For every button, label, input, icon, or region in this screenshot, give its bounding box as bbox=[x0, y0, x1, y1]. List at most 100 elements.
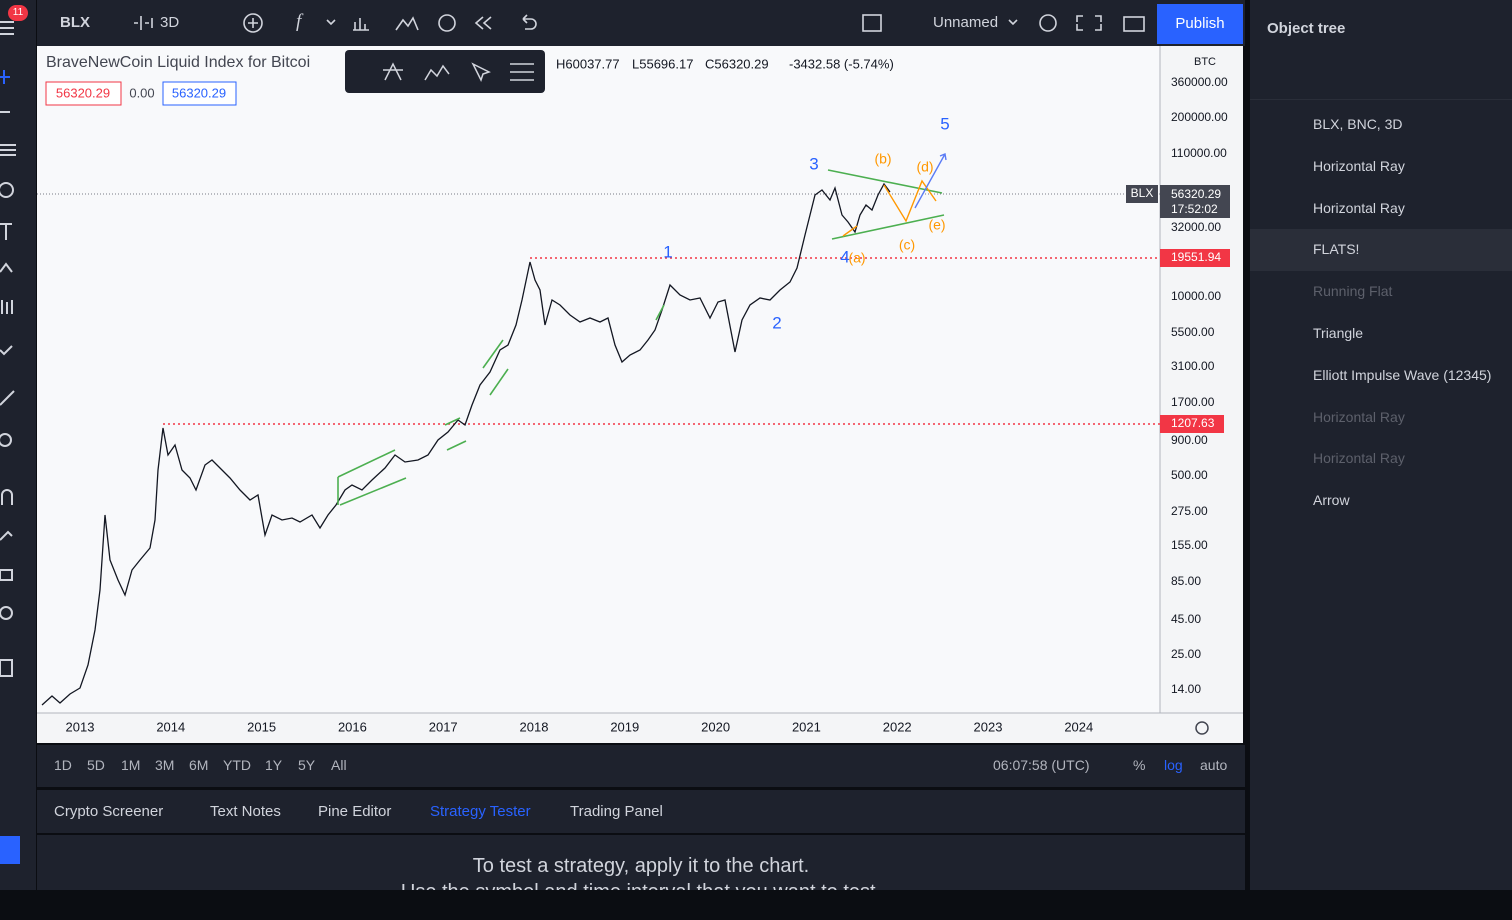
range-button[interactable]: 1D bbox=[54, 757, 72, 773]
range-button[interactable]: 1Y bbox=[265, 757, 283, 773]
correction-label: (e) bbox=[928, 217, 945, 233]
tree-item-label: Horizontal Ray bbox=[1313, 157, 1405, 174]
time-label: 2018 bbox=[520, 719, 549, 734]
layout-name[interactable]: Unnamed bbox=[933, 14, 999, 31]
percent-toggle[interactable]: % bbox=[1133, 757, 1146, 773]
last-price: 56320.29 bbox=[1171, 187, 1221, 201]
price-label: 1700.00 bbox=[1171, 395, 1215, 409]
price-label: 200000.00 bbox=[1171, 110, 1228, 124]
currency: BTC bbox=[1194, 56, 1216, 68]
tree-item[interactable]: Horizontal Ray bbox=[1250, 146, 1512, 188]
symbol[interactable]: BLX bbox=[60, 14, 90, 31]
price-label: 110000.00 bbox=[1171, 146, 1227, 160]
tab[interactable]: Text Notes bbox=[210, 803, 281, 820]
time-label: 2023 bbox=[974, 719, 1003, 734]
range-button[interactable]: 5D bbox=[87, 757, 105, 773]
price-label: 3100.00 bbox=[1171, 359, 1215, 373]
tree-item[interactable]: Horizontal Ray bbox=[1250, 397, 1512, 439]
tree-item[interactable]: Horizontal Ray bbox=[1250, 188, 1512, 230]
channels bbox=[337, 169, 945, 506]
tree-item[interactable]: Arrow bbox=[1250, 480, 1512, 522]
ohlc: L55696.17 bbox=[632, 56, 693, 71]
wave-label: 5 bbox=[940, 114, 949, 133]
tree-item[interactable]: BLX, BNC, 3D bbox=[1250, 104, 1512, 146]
time-label: 2022 bbox=[883, 719, 912, 734]
chart-title: BraveNewCoin Liquid Index for Bitcoi bbox=[46, 54, 310, 71]
range-button[interactable]: All bbox=[331, 757, 347, 773]
ohlc: H60037.77 bbox=[556, 56, 620, 71]
time-label: 2016 bbox=[338, 719, 367, 734]
tree-item-label: Running Flat bbox=[1313, 283, 1393, 300]
tab[interactable]: Pine Editor bbox=[318, 803, 392, 820]
range-button[interactable]: 1M bbox=[121, 757, 141, 773]
price-box: 56320.29 bbox=[172, 85, 226, 100]
tab[interactable]: Strategy Tester bbox=[430, 803, 531, 820]
tree-item-label: Horizontal Ray bbox=[1313, 450, 1405, 467]
notification-badge: 11 bbox=[8, 5, 28, 21]
tree-item-label: Arrow bbox=[1313, 492, 1350, 509]
tab[interactable]: Trading Panel bbox=[570, 803, 663, 820]
time-label: 2019 bbox=[610, 719, 639, 734]
price-label: 500.00 bbox=[1171, 468, 1208, 482]
price-line bbox=[41, 182, 891, 706]
bottom-bar bbox=[37, 745, 1245, 787]
chart-area: 5 3 1 2 4 (b) (d) (e) (c) (a) BraveNewCo… bbox=[37, 46, 1243, 743]
level-label: 19551.94 bbox=[1171, 250, 1221, 264]
price-label: 25.00 bbox=[1171, 647, 1201, 661]
symbol-tag: BLX bbox=[1131, 186, 1154, 200]
tree-item[interactable]: Elliott Impulse Wave (12345) bbox=[1250, 355, 1512, 397]
time-label: 2017 bbox=[429, 719, 458, 734]
range-button[interactable]: 6M bbox=[189, 757, 209, 773]
panel-text: To test a strategy, apply it to the char… bbox=[472, 855, 810, 877]
tree-item[interactable]: Running Flat bbox=[1250, 271, 1512, 313]
price-label: 360000.00 bbox=[1171, 75, 1228, 89]
countdown: 17:52:02 bbox=[1171, 202, 1218, 216]
top-bar: BLX 3D f Unnamed Publish bbox=[37, 0, 1245, 46]
tab[interactable]: Crypto Screener bbox=[54, 803, 164, 820]
tree-item[interactable]: Triangle bbox=[1250, 313, 1512, 355]
time-label: 2024 bbox=[1064, 719, 1093, 734]
time-label: 2021 bbox=[792, 719, 821, 734]
wave-label: 3 bbox=[809, 154, 818, 173]
price-label: 10000.00 bbox=[1171, 289, 1221, 303]
tree-item[interactable]: FLATS! bbox=[1250, 229, 1512, 272]
time-label: 2014 bbox=[156, 719, 185, 734]
level-label: 1207.63 bbox=[1171, 416, 1215, 430]
time-label: 2015 bbox=[247, 719, 276, 734]
tree-item-label: FLATS! bbox=[1313, 241, 1360, 258]
ohlc: C56320.29 bbox=[705, 56, 769, 71]
tree-item-label: Triangle bbox=[1313, 325, 1364, 341]
correction-label: (a) bbox=[848, 250, 865, 266]
tree-item[interactable]: Horizontal Ray bbox=[1250, 438, 1512, 480]
price-label: 155.00 bbox=[1171, 538, 1208, 552]
publish-button[interactable]: Publish bbox=[1157, 4, 1243, 44]
range-button[interactable]: YTD bbox=[223, 757, 251, 773]
range-button[interactable]: 3M bbox=[155, 757, 175, 773]
panel-title: Object tree bbox=[1267, 20, 1346, 37]
tree-item-label: Elliott Impulse Wave (12345) bbox=[1313, 366, 1492, 383]
price-label: 14.00 bbox=[1171, 682, 1201, 696]
auto-toggle[interactable]: auto bbox=[1200, 757, 1228, 773]
time-label: 2013 bbox=[66, 719, 95, 734]
price-label: 85.00 bbox=[1171, 574, 1201, 588]
price-box: 56320.29 bbox=[56, 85, 110, 100]
price-label: 32000.00 bbox=[1171, 220, 1221, 234]
panel-text: Use the symbol and time interval that yo… bbox=[37, 881, 1245, 890]
range-button[interactable]: 5Y bbox=[298, 757, 316, 773]
time-label: 2020 bbox=[701, 719, 730, 734]
wave-label: 2 bbox=[772, 313, 781, 332]
object-tree bbox=[1250, 0, 1512, 890]
tree-item-label: Horizontal Ray bbox=[1313, 199, 1405, 216]
ohlc: -3432.58 (-5.74%) bbox=[789, 56, 894, 71]
clock: 06:07:58 (UTC) bbox=[993, 757, 1090, 773]
wave-label: 4 bbox=[840, 247, 849, 266]
interval[interactable]: 3D bbox=[160, 14, 180, 31]
toolbar-icons bbox=[0, 21, 20, 864]
price-label: 275.00 bbox=[1171, 504, 1208, 518]
correction-label: (c) bbox=[899, 237, 915, 253]
wave-label: 1 bbox=[663, 242, 672, 261]
log-toggle[interactable]: log bbox=[1164, 757, 1183, 773]
strategy-panel: To test a strategy, apply it to the char… bbox=[37, 835, 1245, 890]
left-toolbar: 11 bbox=[0, 0, 36, 890]
